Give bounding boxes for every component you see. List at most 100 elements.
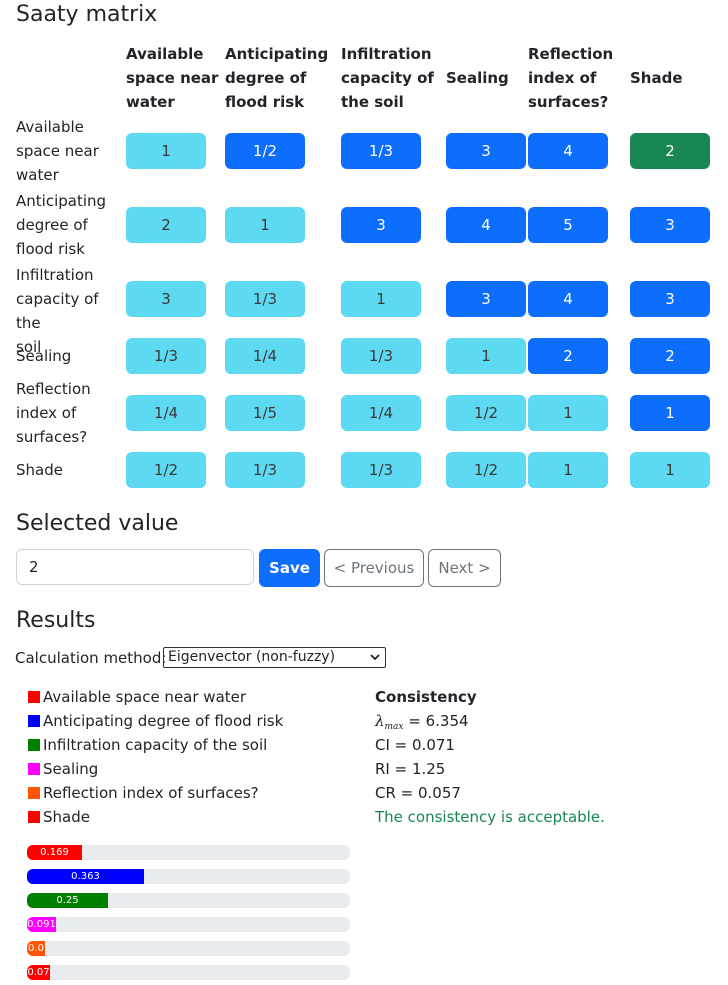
- column-header-infiltration-capacity-of-the-soil: Infiltration capacity of the soil: [341, 42, 434, 114]
- matrix-cell-r5-c4[interactable]: 1/2: [446, 395, 526, 431]
- lambda-subscript: max: [384, 722, 404, 732]
- weight-bar: 0.091: [27, 917, 56, 932]
- save-button[interactable]: Save: [259, 549, 320, 587]
- matrix-cell-r6-c2[interactable]: 1/3: [225, 452, 305, 488]
- matrix-cell-r2-c6[interactable]: 3: [630, 207, 710, 243]
- row-header-anticipating-degree-of-flood-risk: Anticipating degree of flood risk: [16, 189, 124, 261]
- matrix-cell-r5-c6[interactable]: 1: [630, 395, 710, 431]
- matrix-cell-r6-c4[interactable]: 1/2: [446, 452, 526, 488]
- legend-swatch: [28, 763, 40, 775]
- matrix-cell-r3-c3[interactable]: 1: [341, 281, 421, 317]
- matrix-cell-r5-c3[interactable]: 1/4: [341, 395, 421, 431]
- legend-label: Sealing: [43, 760, 99, 778]
- column-header-line: Infiltration: [341, 45, 432, 63]
- row-header-line: soil: [16, 338, 42, 356]
- matrix-cell-r6-c1[interactable]: 1/2: [126, 452, 206, 488]
- legend-label: Available space near water: [43, 688, 247, 706]
- matrix-cell-r3-c6[interactable]: 3: [630, 281, 710, 317]
- column-header-line: Sealing: [446, 69, 509, 87]
- matrix-cell-r1-c4[interactable]: 3: [446, 133, 526, 169]
- legend-swatch: [28, 811, 40, 823]
- column-header-available-space-near-water: Available space near water: [126, 42, 218, 114]
- column-header-line: space near: [126, 69, 219, 87]
- legend-item: Sealing: [28, 757, 98, 781]
- ri-value: RI = 1.25: [375, 760, 446, 778]
- column-header-line: Anticipating: [225, 45, 329, 63]
- matrix-cell-r5-c5[interactable]: 1: [528, 395, 608, 431]
- legend-swatch: [28, 715, 40, 727]
- matrix-cell-r2-c2[interactable]: 1: [225, 207, 305, 243]
- column-header-line: surfaces?: [528, 93, 609, 111]
- matrix-cell-r4-c4[interactable]: 1: [446, 338, 526, 374]
- row-header-shade: Shade: [16, 458, 124, 482]
- matrix-cell-r4-c2[interactable]: 1/4: [225, 338, 305, 374]
- matrix-cell-r1-c5[interactable]: 4: [528, 133, 608, 169]
- row-header-available-space-near-water: Available space near water: [16, 115, 124, 187]
- row-header-reflection-index-of-surfaces: Reflection index of surfaces?: [16, 377, 124, 449]
- calculation-method-label: Calculation method:: [15, 649, 167, 667]
- legend-item: Anticipating degree of flood risk: [28, 709, 283, 733]
- ci-value: CI = 0.071: [375, 736, 455, 754]
- saaty-title: Saaty matrix: [16, 2, 158, 27]
- matrix-cell-r5-c2[interactable]: 1/5: [225, 395, 305, 431]
- column-header-line: Available: [126, 45, 204, 63]
- selected-value-input[interactable]: 2: [16, 549, 254, 585]
- matrix-cell-r1-c2[interactable]: 1/2: [225, 133, 305, 169]
- matrix-cell-r1-c3[interactable]: 1/3: [341, 133, 421, 169]
- row-header-line: Anticipating: [16, 192, 107, 210]
- matrix-cell-r1-c1[interactable]: 1: [126, 133, 206, 169]
- matrix-cell-r6-c5[interactable]: 1: [528, 452, 608, 488]
- legend-label: Anticipating degree of flood risk: [43, 712, 284, 730]
- legend-item: Available space near water: [28, 685, 246, 709]
- next-button[interactable]: Next >: [428, 549, 501, 587]
- matrix-cell-r3-c2[interactable]: 1/3: [225, 281, 305, 317]
- legend-label: Reflection index of surfaces?: [43, 784, 259, 802]
- column-header-line: flood risk: [225, 93, 305, 111]
- consistency-title: Consistency: [375, 688, 477, 706]
- row-header-sealing: Sealing: [16, 344, 124, 368]
- row-header-line: flood risk: [16, 240, 85, 258]
- calculation-method-select[interactable]: Eigenvector (non-fuzzy): [163, 647, 386, 668]
- matrix-cell-r2-c1[interactable]: 2: [126, 207, 206, 243]
- legend-label: Infiltration capacity of the soil: [43, 736, 268, 754]
- row-header-line: capacity of the: [16, 290, 99, 332]
- matrix-cell-r4-c6[interactable]: 2: [630, 338, 710, 374]
- matrix-cell-r4-c3[interactable]: 1/3: [341, 338, 421, 374]
- legend-swatch: [28, 787, 40, 799]
- matrix-cell-r6-c3[interactable]: 1/3: [341, 452, 421, 488]
- legend-item: Shade: [28, 805, 90, 829]
- matrix-cell-r3-c1[interactable]: 3: [126, 281, 206, 317]
- matrix-cell-r2-c5[interactable]: 5: [528, 207, 608, 243]
- column-header-line: degree of: [225, 69, 307, 87]
- column-header-reflection-index-of-surfaces: Reflection index of surfaces?: [528, 42, 613, 114]
- row-header-line: Reflection: [16, 380, 91, 398]
- weight-bar: 0.25: [27, 893, 108, 908]
- matrix-cell-r2-c4[interactable]: 4: [446, 207, 526, 243]
- legend-label: Shade: [43, 808, 90, 826]
- matrix-cell-r3-c5[interactable]: 4: [528, 281, 608, 317]
- matrix-cell-r4-c5[interactable]: 2: [528, 338, 608, 374]
- weight-bar: 0.363: [27, 869, 144, 884]
- previous-button[interactable]: < Previous: [324, 549, 424, 587]
- weight-bar: 0.169: [27, 845, 82, 860]
- matrix-cell-r2-c3[interactable]: 3: [341, 207, 421, 243]
- weight-bar-track: 0.07: [27, 965, 350, 980]
- calculation-method-value: Eigenvector (non-fuzzy): [168, 649, 336, 665]
- lambda-value: = 6.354: [408, 712, 469, 730]
- weight-bar-track: 0.363: [27, 869, 350, 884]
- column-header-line: index of: [528, 69, 597, 87]
- weight-bar-track: 0.0: [27, 941, 350, 956]
- matrix-cell-r6-c6[interactable]: 1: [630, 452, 710, 488]
- row-header-line: degree of: [16, 216, 88, 234]
- legend-swatch: [28, 739, 40, 751]
- matrix-cell-r3-c4[interactable]: 3: [446, 281, 526, 317]
- row-header-line: Sealing: [16, 347, 72, 365]
- matrix-cell-r1-c6[interactable]: 2: [630, 133, 710, 169]
- legend-item: Reflection index of surfaces?: [28, 781, 259, 805]
- row-header-line: Shade: [16, 461, 63, 479]
- row-header-line: surfaces?: [16, 428, 88, 446]
- row-header-infiltration-capacity-of-the-soil: Infiltration capacity of the soil: [16, 263, 124, 359]
- matrix-cell-r4-c1[interactable]: 1/3: [126, 338, 206, 374]
- matrix-cell-r5-c1[interactable]: 1/4: [126, 395, 206, 431]
- weight-bar-track: 0.25: [27, 893, 350, 908]
